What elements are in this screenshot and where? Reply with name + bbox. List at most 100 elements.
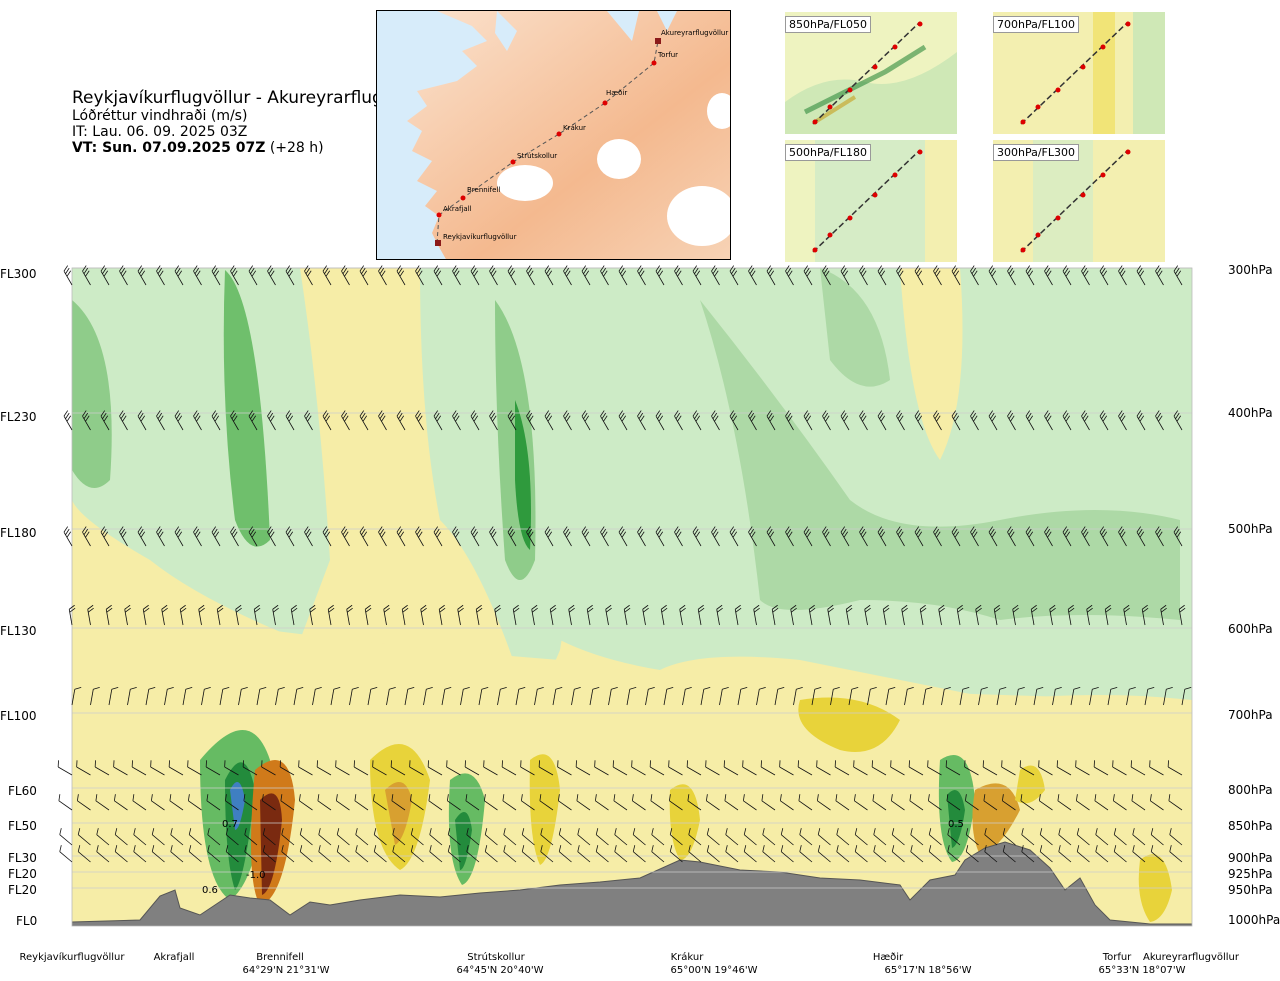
fl-label: FL0 bbox=[16, 914, 37, 928]
wind-barb bbox=[822, 410, 831, 431]
wind-barb bbox=[242, 760, 258, 776]
wind-barb bbox=[219, 686, 230, 706]
wind-barb bbox=[494, 604, 501, 626]
wind-barb bbox=[452, 526, 461, 547]
wind-barb bbox=[336, 845, 350, 863]
wind-barb bbox=[748, 265, 757, 286]
wind-barb bbox=[910, 828, 924, 846]
wind-barb bbox=[267, 410, 276, 431]
wind-barb bbox=[174, 410, 184, 431]
wind-barb bbox=[589, 686, 600, 706]
wind-barb bbox=[460, 686, 470, 706]
wind-barb bbox=[1155, 265, 1164, 286]
wind-barb bbox=[914, 526, 924, 547]
wind-barb bbox=[396, 410, 406, 431]
waypoint-marker bbox=[436, 212, 442, 218]
wind-barb bbox=[225, 828, 239, 846]
wind-barb bbox=[349, 686, 359, 706]
wind-barb bbox=[1081, 526, 1090, 547]
wind-barb bbox=[150, 794, 165, 811]
wind-barb bbox=[1132, 845, 1146, 863]
wind-barb bbox=[1112, 794, 1127, 811]
wind-barb bbox=[864, 604, 871, 626]
wind-barb bbox=[663, 686, 674, 706]
wind-barb bbox=[100, 526, 110, 547]
wind-barb bbox=[441, 686, 452, 706]
wind-barb bbox=[253, 604, 261, 626]
wind-barb bbox=[581, 526, 591, 547]
wind-barb bbox=[859, 410, 868, 431]
wind-barb bbox=[853, 760, 868, 776]
wind-barb bbox=[748, 410, 757, 431]
wind-barb bbox=[1044, 410, 1053, 431]
wind-barb bbox=[970, 526, 979, 547]
map-label-brennifell: Brennifell bbox=[467, 186, 500, 194]
wind-barb bbox=[1062, 265, 1072, 286]
wind-barb bbox=[605, 604, 612, 626]
wind-barb bbox=[95, 794, 110, 811]
wind-barb bbox=[63, 410, 73, 431]
wind-barb bbox=[742, 794, 757, 811]
wind-barb bbox=[429, 845, 443, 863]
region-up bbox=[223, 270, 270, 547]
wind-barb bbox=[655, 410, 665, 431]
wind-barb bbox=[470, 265, 480, 286]
pressure-label: 700hPa bbox=[1228, 708, 1273, 722]
wind-barb bbox=[94, 760, 110, 776]
wind-barb bbox=[614, 828, 628, 846]
wind-barb bbox=[877, 265, 887, 286]
wind-barb bbox=[142, 604, 150, 626]
wind-barb bbox=[76, 794, 91, 811]
wind-barb bbox=[327, 604, 335, 626]
waypoint-marker bbox=[651, 60, 657, 66]
wind-barb bbox=[896, 526, 905, 547]
wind-barb bbox=[1178, 604, 1186, 626]
wind-barb bbox=[618, 410, 628, 431]
wind-barb bbox=[724, 794, 739, 811]
region-down bbox=[798, 697, 900, 752]
wind-barb bbox=[526, 265, 535, 286]
wind-barb bbox=[359, 265, 369, 286]
wind-barb bbox=[840, 265, 850, 286]
wind-barb bbox=[914, 265, 924, 286]
wind-barb bbox=[1130, 760, 1146, 776]
wind-barb bbox=[845, 604, 853, 626]
wind-barb bbox=[475, 604, 483, 626]
wind-barb bbox=[317, 794, 332, 811]
wind-barb bbox=[706, 828, 720, 846]
map-label-torfur: Torfur bbox=[657, 51, 678, 59]
wind-barb bbox=[822, 265, 831, 286]
map-label-krakur: Krákur bbox=[563, 124, 586, 132]
wind-barb bbox=[304, 526, 313, 547]
wind-barb bbox=[688, 845, 702, 863]
wind-barb bbox=[885, 686, 896, 706]
wind-barb bbox=[211, 265, 221, 286]
wind-barb bbox=[970, 265, 979, 286]
contour-label: 0.5 bbox=[948, 819, 964, 830]
wind-barb bbox=[447, 828, 461, 846]
wind-barb bbox=[766, 526, 776, 547]
region-up bbox=[820, 268, 890, 387]
region-strong-up bbox=[515, 400, 531, 550]
wind-barb bbox=[96, 845, 110, 863]
wind-barb bbox=[427, 760, 443, 776]
wind-barb bbox=[859, 526, 868, 547]
wind-barb bbox=[512, 604, 520, 626]
wind-barb bbox=[836, 828, 850, 846]
wind-barb bbox=[262, 828, 276, 846]
wind-barb bbox=[1123, 604, 1130, 626]
wind-barb bbox=[645, 686, 655, 706]
wind-barb bbox=[637, 265, 646, 286]
wind-barb bbox=[1095, 828, 1109, 846]
wind-barb bbox=[779, 794, 794, 811]
flight-level-axis: FL300 FL230 FL180 FL130 FL100 FL60 FL50 … bbox=[0, 267, 37, 928]
wind-barb bbox=[988, 526, 998, 547]
wind-barb bbox=[230, 265, 239, 286]
wind-barb bbox=[446, 794, 461, 811]
wind-barb bbox=[452, 265, 461, 286]
wind-barb bbox=[544, 526, 554, 547]
wind-barb bbox=[729, 265, 739, 286]
wind-barb bbox=[682, 686, 692, 706]
wind-barb bbox=[483, 794, 498, 811]
wind-barb bbox=[261, 794, 276, 811]
